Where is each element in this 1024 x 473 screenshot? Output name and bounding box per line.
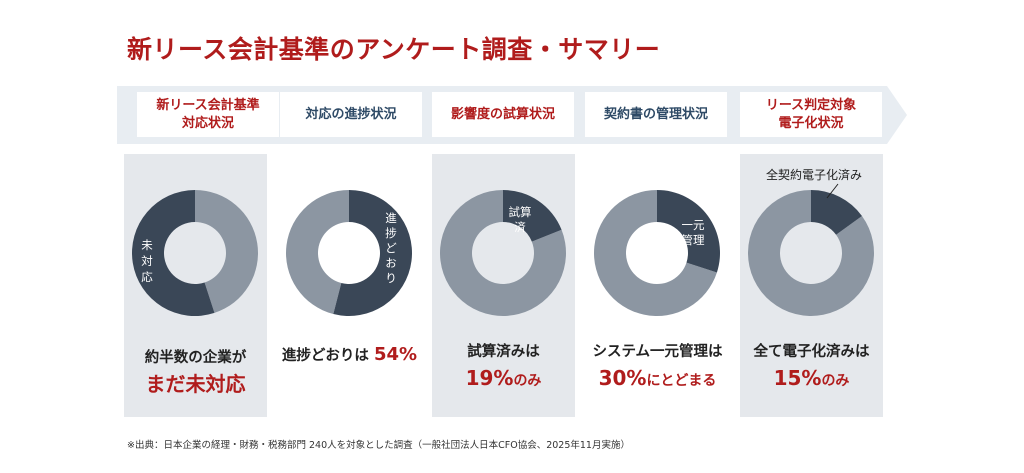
donut-label-unaddressed: 未対応 (141, 238, 153, 284)
caption-progress-value: 54% (373, 344, 418, 365)
panel-digitization: 全契約電子化済み 全て電子化済みは 15%のみ (740, 154, 883, 417)
header-impact-estimate: 影響度の試算状況 (432, 92, 574, 137)
header-contract-management: 契約書の管理状況 (585, 92, 727, 137)
donut-slice-highlight (811, 190, 862, 235)
panel-contract: 一元管理 システム一元管理は 30%にとどまる (586, 154, 729, 417)
donut-slice-other (285, 190, 349, 315)
panel-progress: 進捗どおり 進捗どおりは 54% (278, 154, 421, 417)
donut-label-estimated: 試算済 (509, 205, 532, 234)
donut-slice-highlight (657, 190, 720, 273)
donut-slice-highlight (132, 190, 215, 316)
donut-chart-digitization (748, 183, 874, 316)
donut-slice-other (594, 190, 717, 316)
donut-slice-highlight (503, 190, 562, 242)
header-adoption-status: 新リース会計基準 対応状況 (137, 92, 279, 137)
caption-adoption-line2: まだ未対応 (145, 372, 246, 396)
callout-line (826, 183, 839, 199)
donut-chart-progress: 進捗どおり (285, 190, 412, 316)
caption-digitization-line2: 15%のみ (773, 366, 850, 390)
donut-slice-other (748, 190, 874, 316)
panel-impact: 試算済 試算済みは 19%のみ (432, 154, 575, 417)
caption-contract-line2: 30%にとどまる (598, 366, 717, 390)
donut-slice-highlight (333, 190, 412, 316)
caption-digitization-line1: 全て電子化済みは (753, 344, 870, 360)
donut-chart-impact: 試算済 (440, 190, 566, 316)
donut-label-on-track: 進捗どおり (385, 211, 397, 285)
panel-adoption: 未対応 約半数の企業が まだ未対応 (124, 154, 267, 417)
caption-impact-line2: 19%のみ (465, 366, 542, 390)
donut-slice-other (440, 190, 566, 316)
donut-slice-other (195, 190, 259, 313)
caption-progress: 進捗どおりは 54% (281, 344, 418, 365)
source-footnote: ※出典：日本企業の経理・財務・税務部門 240人を対象とした調査（一般社団法人日… (127, 440, 630, 451)
header-progress-status: 対応の進捗状況 (280, 92, 422, 137)
header-digitization-status: リース判定対象 電子化状況 (740, 92, 882, 137)
donut-chart-contract: 一元管理 (594, 190, 720, 316)
donut-label-centralized: 一元管理 (682, 218, 705, 247)
caption-impact-line1: 試算済みは (467, 344, 540, 360)
page-title: 新リース会計基準のアンケート調査・サマリー (127, 35, 661, 64)
donut-chart-adoption: 未対応 (132, 190, 259, 316)
callout-fully-digitized: 全契約電子化済み (766, 168, 863, 182)
caption-adoption-line1: 約半数の企業が (144, 350, 247, 366)
caption-contract-line1: システム一元管理は (592, 344, 723, 360)
